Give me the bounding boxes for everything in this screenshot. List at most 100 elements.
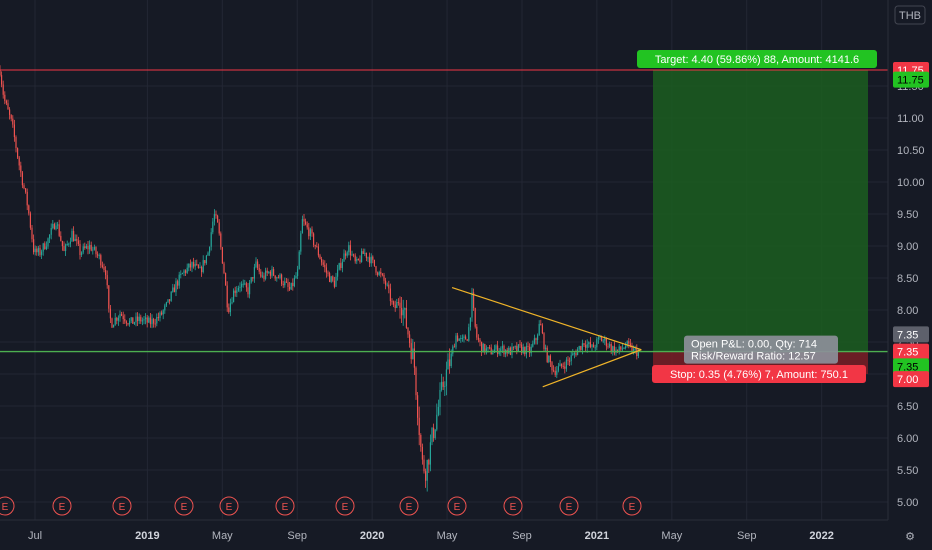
- candle-body: [359, 259, 361, 263]
- candle-body: [597, 337, 599, 339]
- candle-body: [445, 369, 447, 386]
- candle-body: [289, 286, 291, 290]
- price-tick: 10.50: [897, 145, 925, 157]
- earnings-marker-label: E: [119, 502, 126, 513]
- candle-body: [468, 327, 470, 341]
- price-tick: 8.50: [897, 273, 918, 285]
- candle-body: [106, 275, 108, 286]
- time-tick: Sep: [737, 530, 757, 542]
- settings-icon[interactable]: ⚙: [905, 531, 915, 543]
- candle-body: [13, 124, 15, 138]
- candle-body: [84, 246, 86, 249]
- candle-body: [31, 227, 33, 240]
- candle-body: [329, 273, 331, 282]
- time-axis[interactable]: Jul 2019 May Sep 2020 May Sep 2021 May Sep 2022 ⚙: [0, 519, 915, 543]
- candle-body: [229, 303, 231, 313]
- profit-zone[interactable]: [653, 70, 868, 352]
- candle-body: [401, 307, 403, 316]
- earnings-marker[interactable]: [112, 496, 132, 516]
- candle-body: [36, 248, 38, 253]
- candle-body: [540, 323, 542, 326]
- candle-body: [293, 277, 295, 287]
- earnings-marker-label: E: [59, 502, 66, 513]
- candle-body: [594, 347, 596, 349]
- currency-badge[interactable]: [894, 5, 926, 25]
- candle-body: [412, 348, 414, 359]
- triangle-upper-line[interactable]: [451, 287, 642, 351]
- time-tick: 2022: [809, 530, 833, 542]
- earnings-marker[interactable]: [503, 496, 523, 516]
- candle-body: [381, 273, 383, 275]
- candle-body: [613, 346, 615, 354]
- candle-body: [546, 347, 548, 362]
- candle-body: [239, 286, 241, 288]
- candle-body: [92, 249, 94, 251]
- candle-body: [301, 219, 303, 234]
- earnings-marker[interactable]: [399, 496, 419, 516]
- candle-body: [213, 214, 215, 222]
- candle-body: [10, 114, 12, 119]
- candle-body: [501, 345, 503, 349]
- earnings-marker-label: E: [2, 502, 9, 513]
- price-tick: 5.50: [897, 465, 918, 477]
- candle-body: [601, 337, 603, 342]
- candle-body: [58, 224, 60, 236]
- triangle-lower-line[interactable]: [542, 349, 642, 388]
- candle-body: [564, 366, 566, 369]
- candle-body: [93, 247, 95, 250]
- candle-body: [66, 244, 68, 246]
- candle-body: [316, 246, 318, 248]
- candle-body: [450, 353, 452, 367]
- candle-body: [281, 274, 283, 284]
- earnings-marker[interactable]: [52, 496, 72, 516]
- pnl-label-line1: Open P&L: 0.00, Qty: 714: [691, 339, 817, 351]
- earnings-marker[interactable]: [447, 496, 467, 516]
- candle-body: [405, 308, 407, 328]
- candle-body: [487, 347, 489, 349]
- candle-body: [119, 313, 121, 318]
- earnings-marker[interactable]: [335, 496, 355, 516]
- candle-body: [111, 318, 113, 328]
- candle-body: [457, 335, 459, 341]
- candle-body: [588, 342, 590, 345]
- candle-body: [74, 238, 76, 242]
- candle-body: [413, 348, 415, 368]
- price-tick: 9.50: [897, 209, 918, 221]
- candle-body: [629, 343, 631, 346]
- candle-body: [442, 381, 444, 387]
- candle-body: [250, 277, 252, 283]
- candle-body: [317, 246, 319, 256]
- earnings-marker[interactable]: [219, 496, 239, 516]
- candle-body: [169, 299, 171, 301]
- candle-body: [607, 346, 609, 348]
- earnings-marker[interactable]: [174, 496, 194, 516]
- candle-body: [188, 263, 190, 268]
- candle-body: [132, 317, 134, 324]
- earnings-marker[interactable]: [559, 496, 579, 516]
- earnings-marker-label: E: [226, 502, 233, 513]
- candle-body: [156, 317, 158, 324]
- candle-body: [145, 317, 147, 320]
- candle-body: [20, 165, 22, 173]
- axis-price-label: 7.35: [897, 347, 918, 359]
- candle-body: [572, 353, 574, 356]
- candle-body: [212, 221, 214, 233]
- earnings-marker[interactable]: [275, 496, 295, 516]
- candle-body: [532, 343, 534, 347]
- candle-body: [455, 335, 457, 348]
- stop-label: Stop: 0.35 (4.76%) 7, Amount: 750.1: [670, 369, 848, 381]
- price-axis[interactable]: THB5.005.506.006.507.007.508.008.509.009…: [887, 0, 929, 520]
- candle-body: [196, 264, 198, 266]
- candle-body: [573, 353, 575, 355]
- earnings-marker[interactable]: [0, 496, 15, 516]
- candle-body: [431, 427, 433, 443]
- earnings-marker-label: E: [181, 502, 188, 513]
- candle-body: [215, 214, 217, 216]
- candles: [0, 65, 639, 492]
- earnings-marker[interactable]: [622, 496, 642, 516]
- candle-body: [234, 290, 236, 293]
- candle-body: [346, 252, 348, 256]
- candle-body: [477, 337, 479, 340]
- candle-body: [548, 355, 550, 362]
